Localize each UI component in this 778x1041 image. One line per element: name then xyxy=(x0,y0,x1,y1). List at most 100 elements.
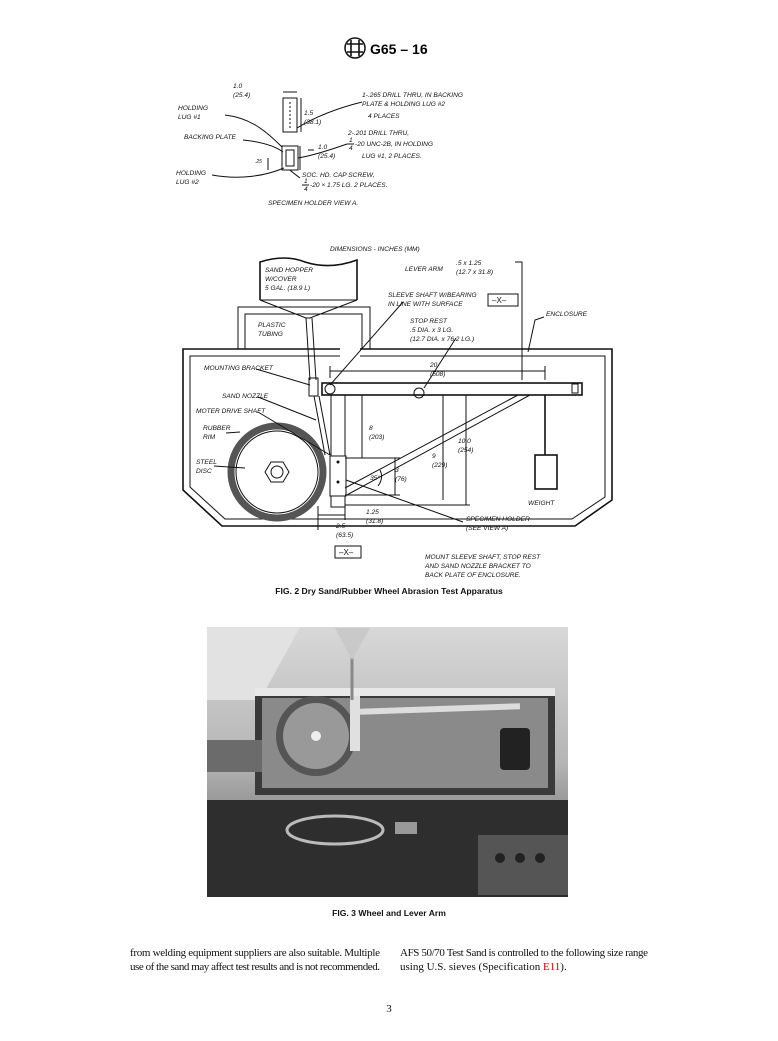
dimension: 1.25 (31.8) xyxy=(366,509,383,525)
label-line: LUG #1, 2 PLACES. xyxy=(362,153,422,160)
label: STOP REST .5 DIA. x 3 LG. (12.7 DIA. x 76.… xyxy=(410,318,474,343)
label-line: IN LINE WITH SURFACE xyxy=(388,301,463,308)
label: RUBBER RIM xyxy=(203,425,231,441)
label-line: DIMENSIONS - INCHES (MM) xyxy=(330,246,420,253)
note: -20 UNC-2B, IN HOLDING xyxy=(355,141,433,148)
label: STEEL DISC xyxy=(196,459,217,475)
label-line: PLATE & HOLDING LUG #2 xyxy=(362,101,445,108)
label-line: .5 x 1.25 xyxy=(456,260,482,267)
label-line: (31.8) xyxy=(366,518,383,525)
label-line: WEIGHT xyxy=(528,500,555,507)
label-line: –X– xyxy=(492,296,507,305)
label-line: MOTER DRIVE SHAFT xyxy=(196,408,266,415)
label-line: W/COVER xyxy=(265,276,297,283)
dimension: 20 (508) xyxy=(429,362,445,378)
label-line: (25.4) xyxy=(233,92,250,99)
label: BACKING PLATE xyxy=(184,134,237,141)
label-line: LUG #2 xyxy=(176,179,199,186)
label-line: RUBBER xyxy=(203,425,231,432)
label-line: 1.5 xyxy=(304,110,313,117)
label: LEVER ARM xyxy=(405,266,443,273)
note: -20 × 1.75 LG. 2 PLACES. xyxy=(310,182,388,189)
label: HOLDING LUG #2 xyxy=(176,170,206,186)
label-line: 10.0 xyxy=(458,438,471,445)
label-line: (203) xyxy=(369,434,384,441)
label-line: SAND HOPPER xyxy=(265,267,313,274)
label-line: (12.7 DIA. x 76.2 LG.) xyxy=(410,336,474,343)
label-line: SPECIMEN HOLDER VIEW A. xyxy=(268,200,358,207)
label-line: STOP REST xyxy=(410,318,448,325)
label: SAND NOZZLE xyxy=(222,393,269,400)
label: ENCLOSURE xyxy=(546,311,588,318)
label: MOUNTING BRACKET xyxy=(204,365,274,372)
label-line: 1.0 xyxy=(233,83,242,90)
fraction-note: 1 4 -20 UNC-2B, IN HOLDING xyxy=(347,137,433,152)
note: 2-.201 DRILL THRU, xyxy=(347,130,409,137)
dimension: 2.5 (63.5) xyxy=(335,523,353,539)
label-line: 4 PLACES xyxy=(368,113,400,120)
figure-caption: FIG. 2 Dry Sand/Rubber Wheel Abrasion Te… xyxy=(275,586,503,596)
text: using U.S. sieves (Specification xyxy=(400,961,541,973)
label-line: 5 GAL. (18.9 L) xyxy=(265,285,310,292)
label-line: LEVER ARM xyxy=(405,266,443,273)
label: SPECIMEN HOLDER (SEE VIEW A) xyxy=(466,516,530,532)
text: ). xyxy=(560,961,567,973)
dimension: .25 xyxy=(255,159,262,165)
reference-link[interactable]: E11 xyxy=(543,961,560,973)
note: LUG #1, 2 PLACES. xyxy=(362,153,422,160)
label-line: DISC xyxy=(196,468,212,475)
section-mark: –X– xyxy=(339,548,354,557)
label: SAND HOPPER W/COVER 5 GAL. (18.9 L) xyxy=(265,267,313,292)
note: SOC. HD. CAP SCREW, xyxy=(302,172,375,179)
label-line: MOUNT SLEEVE SHAFT, STOP REST xyxy=(425,554,541,561)
label-line: (63.5) xyxy=(336,532,353,539)
body-line: use of the sand may affect test results … xyxy=(130,961,380,973)
denominator: 4 xyxy=(349,145,353,152)
label-line: HOLDING xyxy=(178,105,208,112)
numerator: 1 xyxy=(349,137,353,144)
note: MOUNT SLEEVE SHAFT, STOP REST AND SAND NO… xyxy=(424,554,541,579)
apparatus-drawing xyxy=(182,257,613,559)
dimension: 3 (76) xyxy=(395,467,407,483)
label-line: .25 xyxy=(255,159,262,165)
view-title: SPECIMEN HOLDER VIEW A. xyxy=(268,200,358,207)
label: MOTER DRIVE SHAFT xyxy=(196,408,266,415)
label-line: 35° xyxy=(370,474,380,482)
label-line: (508) xyxy=(430,371,445,378)
label-line: RIM xyxy=(203,434,216,441)
label-line: (254) xyxy=(458,447,473,454)
section-mark: –X– xyxy=(492,296,507,305)
label-line: BACKING PLATE xyxy=(184,134,237,141)
label-line: SPECIMEN HOLDER xyxy=(466,516,530,523)
label-line: (38.1) xyxy=(304,119,321,126)
body-line: from welding equipment suppliers are als… xyxy=(130,947,380,959)
astm-logo xyxy=(344,37,366,59)
dimension: 35° xyxy=(370,474,380,482)
figure-caption: FIG. 3 Wheel and Lever Arm xyxy=(332,908,446,918)
label-line: PLASTIC xyxy=(258,322,286,329)
label-line: 1.25 xyxy=(366,509,379,516)
label-line: MOUNTING BRACKET xyxy=(204,365,274,372)
label-line: 1.0 xyxy=(318,144,327,151)
dimension: 1.0 (25.4) xyxy=(233,83,250,99)
page-number: 3 xyxy=(386,1003,392,1015)
dimension: 10.0 (254) xyxy=(458,438,473,454)
body-line: using U.S. sieves (Specification E11). xyxy=(400,961,567,973)
denominator: 4 xyxy=(304,186,308,193)
label-line: 2-.201 DRILL THRU, xyxy=(347,130,409,137)
label-line: SLEEVE SHAFT W/BEARING xyxy=(388,292,477,299)
label-line: (12.7 x 31.8) xyxy=(456,269,493,276)
label: DIMENSIONS - INCHES (MM) xyxy=(330,246,420,253)
label-line: .5 DIA. x 3 LG. xyxy=(410,327,453,334)
designation: G65 – 16 xyxy=(370,41,428,57)
label-line: LUG #1 xyxy=(178,114,201,121)
label-line: 20 xyxy=(429,362,438,369)
dimension: 1.5 (38.1) xyxy=(304,110,321,126)
label-line: 9 xyxy=(432,453,436,460)
label-line: SAND NOZZLE xyxy=(222,393,269,400)
label-line: BACK PLATE OF ENCLOSURE. xyxy=(425,572,521,579)
label-line: 1-.265 DRILL THRU, IN BACKING xyxy=(362,92,463,99)
label-line: ENCLOSURE xyxy=(546,311,588,318)
label-line: (229) xyxy=(432,462,447,469)
